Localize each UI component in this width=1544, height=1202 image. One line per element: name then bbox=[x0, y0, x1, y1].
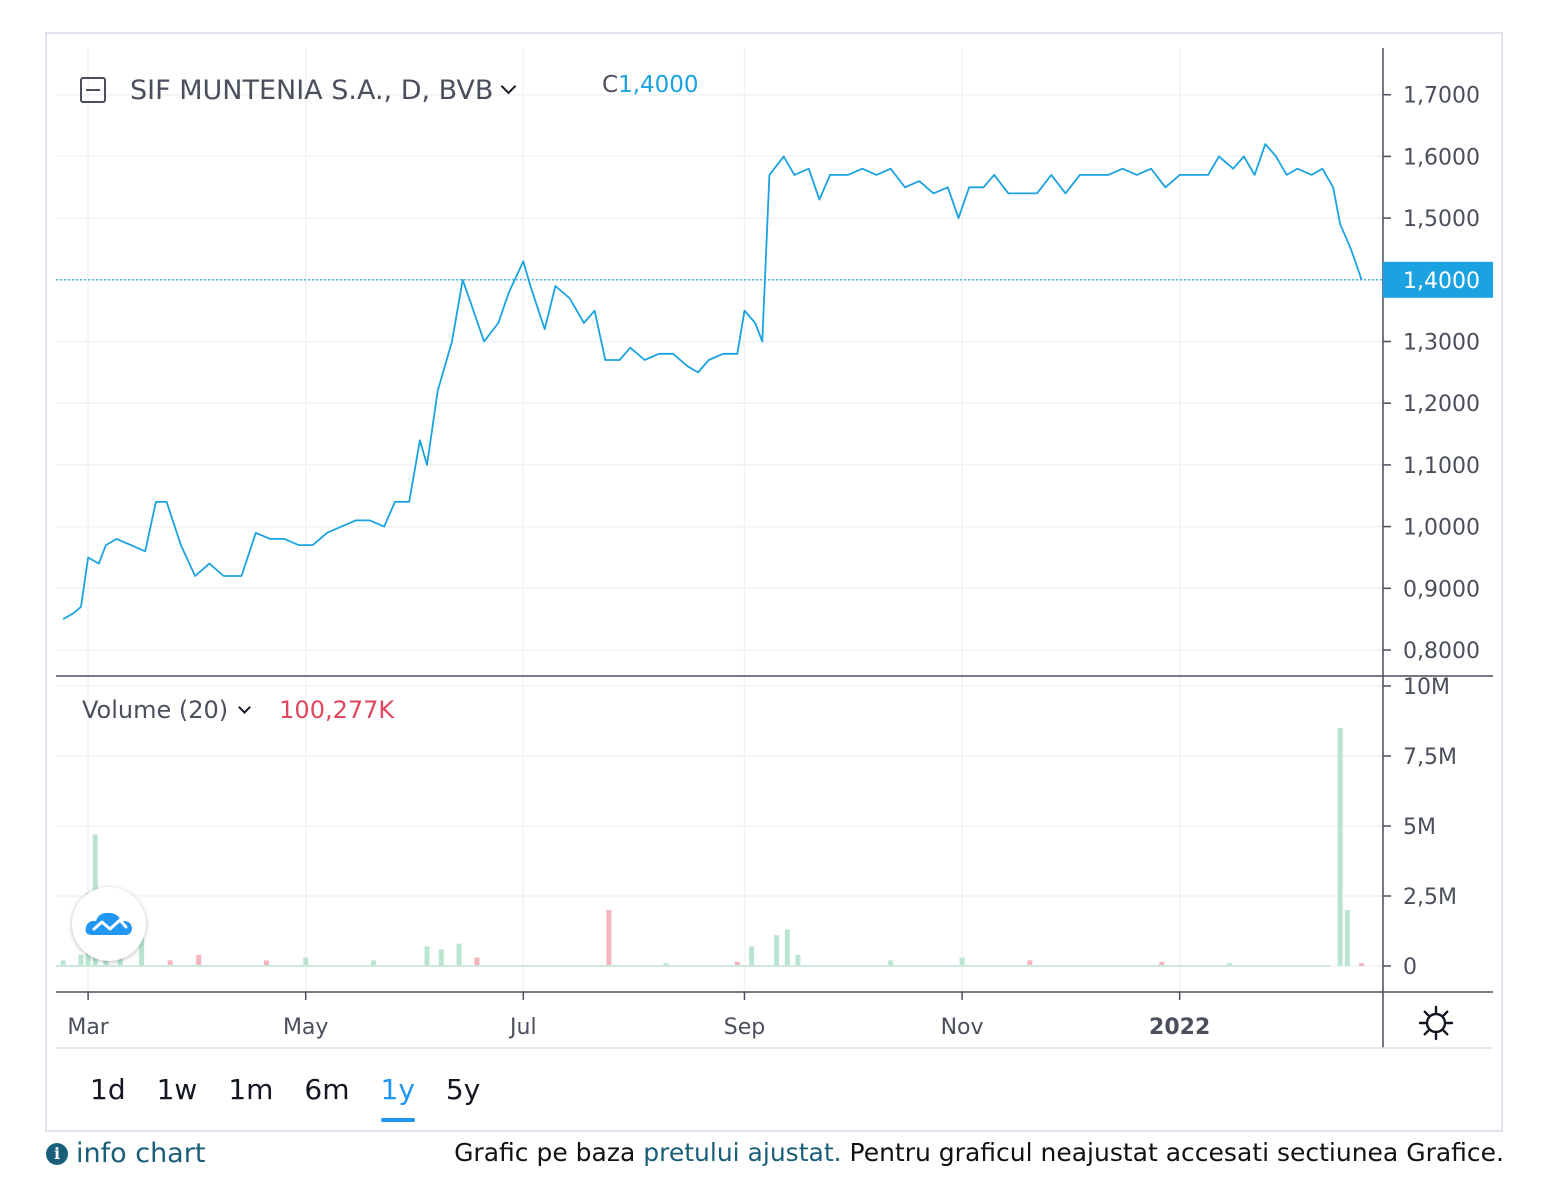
volume-tick-label: 7,5M bbox=[1403, 745, 1457, 770]
price-tick-label: 1,6000 bbox=[1403, 145, 1480, 170]
volume-bar bbox=[456, 943, 462, 966]
volume-bar bbox=[663, 963, 669, 966]
volume-bar bbox=[774, 935, 780, 966]
volume-bar bbox=[1337, 728, 1343, 966]
chevron-down-icon[interactable] bbox=[501, 78, 517, 94]
time-tick-label: Jul bbox=[508, 1015, 537, 1040]
close-label: C bbox=[602, 72, 619, 98]
volume-tick-label: 10M bbox=[1403, 675, 1450, 700]
time-tick-label: Sep bbox=[724, 1015, 765, 1040]
volume-bar bbox=[263, 960, 269, 966]
last-price-tag bbox=[1383, 261, 1493, 298]
volume-label: Volume (20) bbox=[82, 696, 229, 724]
footer-suffix: Pentru graficul neajustat accesati secti… bbox=[841, 1138, 1504, 1167]
last-price-tag-label: 1,4000 bbox=[1403, 269, 1480, 294]
volume-legend[interactable]: Volume (20) 100,277K bbox=[82, 696, 394, 724]
price-tick-label: 1,5000 bbox=[1403, 207, 1480, 232]
time-tick-label: Nov bbox=[941, 1015, 984, 1040]
time-tick-label: Mar bbox=[67, 1015, 109, 1040]
collapse-legend-icon[interactable] bbox=[80, 77, 106, 103]
adjusted-price-link[interactable]: pretului ajustat. bbox=[643, 1138, 842, 1167]
info-chart-label[interactable]: info chart bbox=[76, 1138, 206, 1169]
price-tick-label: 1,0000 bbox=[1403, 516, 1480, 541]
range-1d[interactable]: 1d bbox=[90, 1073, 126, 1106]
range-6m[interactable]: 6m bbox=[304, 1073, 350, 1106]
volume-bar bbox=[888, 960, 894, 966]
range-selector: 1d 1w 1m 6m 1y 5y bbox=[90, 1073, 511, 1122]
footer-note: Grafic pe baza pretului ajustat. Pentru … bbox=[454, 1138, 1504, 1167]
volume-bar bbox=[60, 960, 66, 966]
close-readout: C1,4000 bbox=[602, 72, 699, 98]
volume-tick-label: 5M bbox=[1403, 815, 1436, 840]
volume-bar bbox=[734, 961, 740, 966]
price-line bbox=[62, 143, 1363, 620]
volume-bar bbox=[749, 946, 755, 966]
volume-bar bbox=[370, 960, 376, 966]
info-icon: i bbox=[46, 1142, 68, 1165]
price-tick-label: 0,8000 bbox=[1403, 639, 1480, 664]
volume-bar bbox=[438, 949, 444, 966]
volume-bar bbox=[424, 946, 430, 966]
price-tick-label: 1,1000 bbox=[1403, 454, 1480, 479]
volume-bar bbox=[78, 954, 84, 966]
range-1m[interactable]: 1m bbox=[228, 1073, 274, 1106]
range-1y[interactable]: 1y bbox=[380, 1073, 416, 1122]
volume-bar bbox=[1159, 961, 1165, 966]
volume-bar bbox=[196, 954, 202, 966]
time-tick-label: 2022 bbox=[1149, 1015, 1210, 1040]
volume-bar bbox=[1227, 963, 1233, 966]
volume-bar bbox=[784, 929, 790, 966]
volume-bar bbox=[1027, 960, 1033, 966]
range-1w[interactable]: 1w bbox=[156, 1073, 198, 1106]
chevron-down-icon[interactable] bbox=[238, 700, 252, 714]
volume-bar bbox=[167, 960, 173, 966]
price-tick-label: 1,7000 bbox=[1403, 84, 1480, 109]
volume-bar bbox=[959, 957, 965, 966]
volume-tick-label: 0 bbox=[1403, 955, 1417, 980]
volume-bar bbox=[1344, 910, 1350, 966]
settings-gear-icon[interactable] bbox=[1418, 1005, 1454, 1045]
volume-bar bbox=[1359, 963, 1365, 966]
volume-bar bbox=[303, 957, 309, 966]
volume-bar bbox=[474, 957, 480, 966]
footer-prefix: Grafic pe baza bbox=[454, 1138, 644, 1167]
tradingview-logo-icon[interactable] bbox=[72, 887, 146, 961]
range-5y[interactable]: 5y bbox=[445, 1073, 481, 1106]
volume-tick-label: 2,5M bbox=[1403, 885, 1457, 910]
price-tick-label: 0,9000 bbox=[1403, 577, 1480, 602]
symbol-legend[interactable]: SIF MUNTENIA S.A., D, BVB bbox=[80, 70, 517, 110]
info-chart-link[interactable]: i info chart bbox=[46, 1138, 205, 1169]
symbol-title: SIF MUNTENIA S.A., D, BVB bbox=[130, 74, 494, 106]
close-value: 1,4000 bbox=[618, 72, 699, 98]
price-tick-label: 1,2000 bbox=[1403, 392, 1480, 417]
price-tick-label: 1,3000 bbox=[1403, 331, 1480, 356]
time-tick-label: May bbox=[283, 1015, 328, 1040]
chart-frame bbox=[45, 32, 1503, 1132]
volume-bar bbox=[139, 938, 145, 966]
volume-bar bbox=[606, 910, 612, 966]
volume-bar bbox=[795, 954, 801, 966]
volume-value: 100,277K bbox=[279, 696, 395, 724]
